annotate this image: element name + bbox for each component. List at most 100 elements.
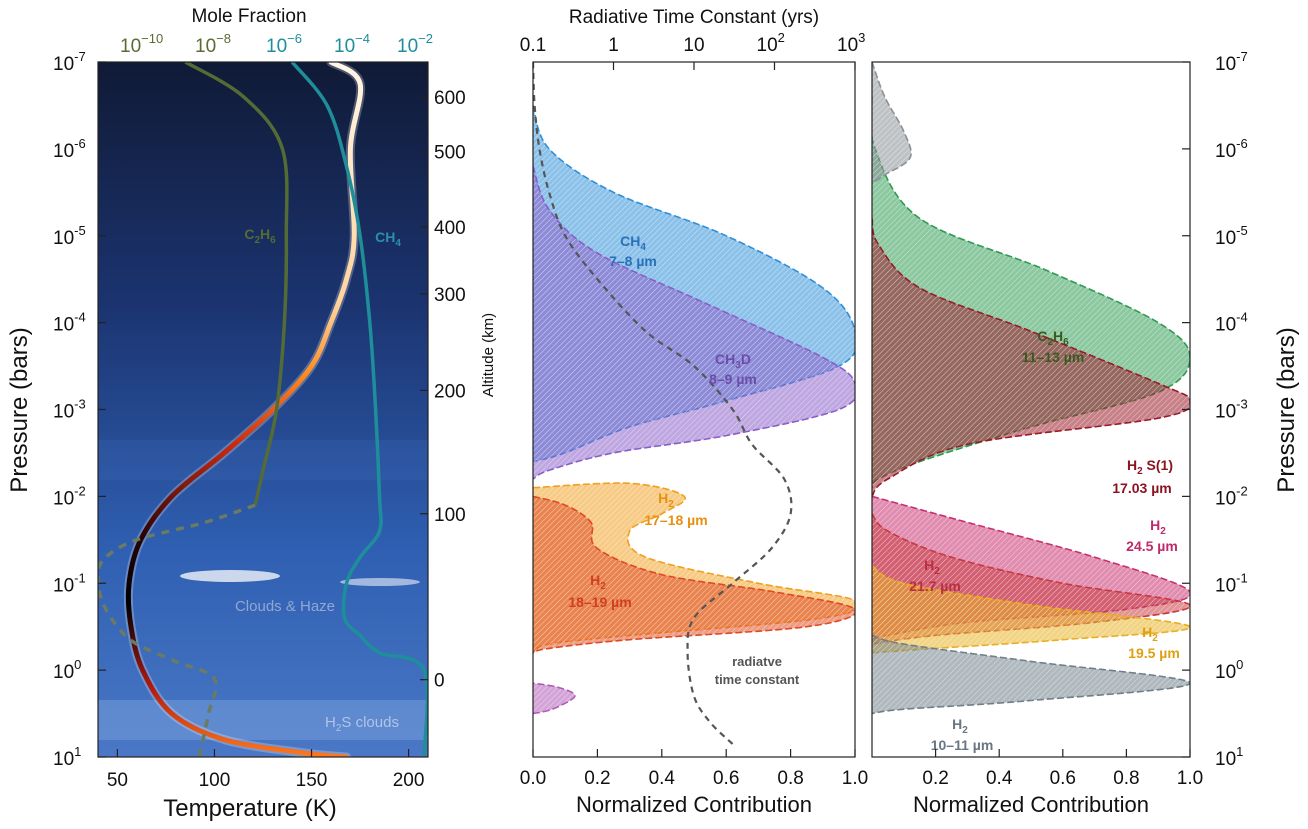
series-deep-ch3d [533,682,576,715]
contribution-hatch [533,496,855,653]
contribution-tick: 0.0 [520,749,546,789]
radiative-time-title: Radiative Time Constant (yrs) [569,7,819,28]
pressure-tick-left: 101 [53,744,106,770]
svg-text:10-6: 10-6 [1215,136,1248,162]
h2s1-label: H2 S(1) [1127,457,1173,477]
ch4-contribution-label: CH4 [620,233,646,253]
svg-text:1.0: 1.0 [842,768,868,789]
pressure-tick-left: 100 [53,657,106,683]
h2-24-5-label: H2 [1150,517,1166,537]
svg-text:10-4: 10-4 [1215,310,1248,336]
svg-text:200: 200 [434,381,466,402]
contribution-outline [872,634,1190,715]
pressure-tick-right: 10-4 [1182,310,1248,336]
h2-17-18-band: 17–18 µm [644,512,707,528]
contribution-outline [872,513,1190,645]
contribution-tick: 1.0 [842,749,868,789]
radiative-time-tick: 10 [683,35,705,70]
contribution-tick: 0.6 [713,749,739,789]
svg-text:10-6: 10-6 [53,136,86,162]
radiative-time-tick: 0.1 [520,35,546,70]
svg-text:10-2: 10-2 [1215,483,1248,509]
mole-fraction-tick: 10−10 [120,31,163,57]
svg-text:10−4: 10−4 [334,31,370,57]
radiative-time-tick: 103 [837,30,865,70]
svg-text:10−2: 10−2 [397,31,433,57]
svg-text:10-1: 10-1 [1215,570,1248,596]
pressure-tick-right: 10-3 [1182,397,1248,423]
temperature-panel: Clouds & Haze H2S clouds C2H6 CH4 Mole F… [6,6,497,822]
h2-18-19-band: 18–19 µm [568,594,631,610]
h2-10-11-band: 10–11 µm [931,737,994,753]
svg-text:0.0: 0.0 [520,768,546,789]
svg-text:10-2: 10-2 [53,483,86,509]
pressure-tick-right: 100 [1182,657,1243,683]
contribution-hatch [872,565,1190,653]
pressure-ticks-right: 10-7 10-6 10-5 10-4 10-3 10-2 10-1 100 101 [1182,49,1248,770]
ch3d-contribution-band: 8–9 µm [709,371,757,387]
profile-curves [98,62,428,757]
svg-text:0.2: 0.2 [922,768,948,789]
pressure-tick-right: 10-5 [1182,223,1248,249]
svg-text:0.6: 0.6 [1050,768,1076,789]
svg-text:101: 101 [1215,744,1243,770]
radiative-constant-label: radiatve [732,654,782,669]
altitude-tick: 300 [420,285,466,306]
temperature-axis-label: Temperature (K) [163,795,336,822]
mole-fraction-tick: 10−8 [195,31,231,57]
radiative-constant-label-2: time constant [715,672,800,687]
c2h6-label: C2H6 [244,226,276,246]
svg-text:0.2: 0.2 [584,768,610,789]
pressure-axis-label-right: Pressure (bars) [1273,327,1300,492]
pressure-tick-left: 10-6 [53,136,106,162]
contribution-tick: 0.4 [649,749,675,789]
svg-text:0.4: 0.4 [986,768,1013,789]
altitude-tick: 0 [420,671,445,692]
radiative-time-ticks: 0.1 1 10 102 103 [520,30,865,70]
contribution-ticks-2: 0.2 0.4 0.6 0.8 1.0 [922,749,1203,789]
svg-text:50: 50 [107,770,128,791]
svg-text:10-4: 10-4 [53,310,86,336]
svg-text:10-1: 10-1 [53,570,86,596]
temperature-tick: 50 [107,749,128,791]
svg-text:1: 1 [608,35,619,56]
svg-text:0.1: 0.1 [520,35,546,56]
h2-24-5-band: 24.5 µm [1126,538,1178,554]
normalized-contribution-label-2: Normalized Contribution [913,792,1149,817]
h2-21-7-band: 21.7 µm [909,578,961,594]
svg-text:0.8: 0.8 [777,768,803,789]
c2h6-dashed-profile-line [98,503,256,757]
svg-text:600: 600 [434,88,466,109]
contribution-hatch [533,166,855,479]
pressure-tick-left: 10-4 [53,310,106,336]
contribution-outline [533,495,855,654]
pressure-tick-left: 10-7 [53,49,106,75]
svg-text:100: 100 [53,657,81,683]
svg-text:103: 103 [837,30,865,56]
svg-text:400: 400 [434,218,466,239]
svg-text:10−10: 10−10 [120,31,163,57]
series-h2-s-1- [872,218,1190,497]
ch4-label: CH4 [375,229,401,249]
h2-19-5-band: 19.5 µm [1128,645,1180,661]
contribution-tick: 1.0 [1177,749,1203,789]
contribution-hatch [533,683,575,714]
pressure-tick-right: 10-7 [1182,49,1248,75]
h2s1-band: 17.03 µm [1112,480,1171,496]
svg-text:10-5: 10-5 [53,223,86,249]
mole-fraction-tick: 10−2 [397,31,433,57]
contribution-tick: 0.8 [777,749,804,789]
h2s-clouds-annotation: H2S clouds [325,714,399,734]
svg-text:10-7: 10-7 [1215,49,1248,75]
normalized-contribution-label-1: Normalized Contribution [576,792,812,817]
pressure-tick-left: 10-2 [53,483,106,509]
pressure-tick-left: 10-5 [53,223,106,249]
temperature-tick: 200 [393,749,424,791]
svg-text:10−6: 10−6 [266,31,302,57]
svg-text:10-3: 10-3 [1215,397,1248,423]
mole-fraction-tick: 10−6 [266,31,302,57]
pressure-tick-right: 10-6 [1182,136,1248,162]
contribution-hatch [872,218,1190,497]
pressure-tick-left: 10-3 [53,397,106,423]
mole-fraction-tick: 10−4 [334,31,370,57]
